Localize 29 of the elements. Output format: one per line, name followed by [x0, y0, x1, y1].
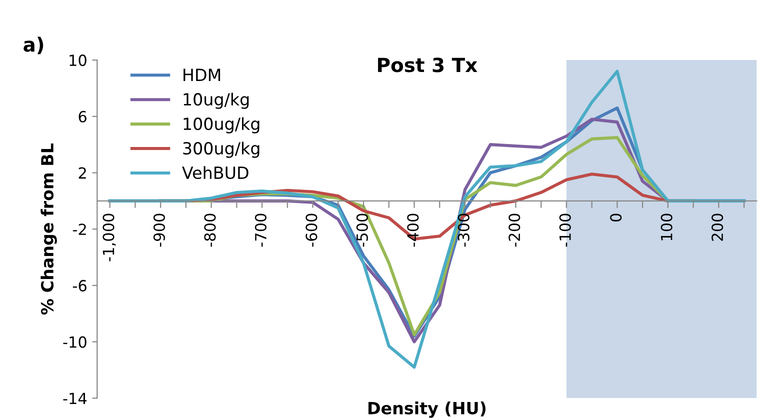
x-tick-label: -600 — [306, 214, 318, 247]
y-tick-label: -10 — [63, 336, 86, 348]
y-tick-label: -2 — [72, 224, 86, 235]
x-tick-label: 200 — [712, 214, 724, 241]
x-tick-label: -400 — [407, 214, 419, 247]
chart-title: Post 3 Tx — [378, 58, 478, 72]
x-tick-label: -100 — [559, 214, 571, 247]
legend-label: 300ug/kg — [183, 142, 260, 158]
x-tick-label: -800 — [204, 214, 216, 247]
x-tick-label: -900 — [153, 214, 166, 247]
y-tick-label: 2 — [78, 167, 86, 179]
text: a) — [24, 36, 44, 54]
x-tick-label: 100 — [660, 214, 672, 240]
x-tick-label: -1,000 — [102, 214, 116, 262]
x-tick-label: -500 — [356, 214, 368, 247]
x-axis-title: Density (HU) — [368, 402, 486, 418]
y-tick-label: -6 — [72, 280, 86, 292]
y-tick-label: 6 — [78, 110, 86, 122]
y-tick-label: 10 — [70, 54, 86, 66]
x-tick-label: -700 — [254, 214, 266, 247]
y-tick-label: -14 — [63, 392, 87, 404]
legend-label: VehBUD — [182, 166, 248, 180]
x-tick-label: 0 — [610, 214, 622, 222]
x-tick-label: -300 — [458, 214, 470, 247]
legend-label: HDM — [184, 68, 220, 81]
x-tick-label: -200 — [508, 214, 520, 247]
legend-label: 10ug/kg — [184, 92, 249, 109]
y-axis-title: % Change from BL — [40, 143, 57, 315]
legend-label: 100ug/kg — [184, 117, 260, 134]
